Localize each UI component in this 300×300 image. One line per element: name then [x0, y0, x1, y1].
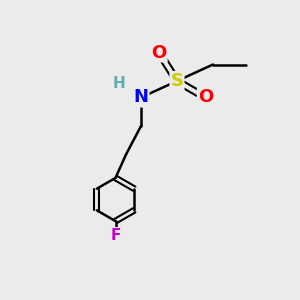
- Text: F: F: [110, 228, 121, 243]
- Text: S: S: [170, 72, 184, 90]
- Text: H: H: [112, 76, 125, 92]
- Text: O: O: [152, 44, 166, 62]
- Text: N: N: [134, 88, 148, 106]
- Text: O: O: [198, 88, 213, 106]
